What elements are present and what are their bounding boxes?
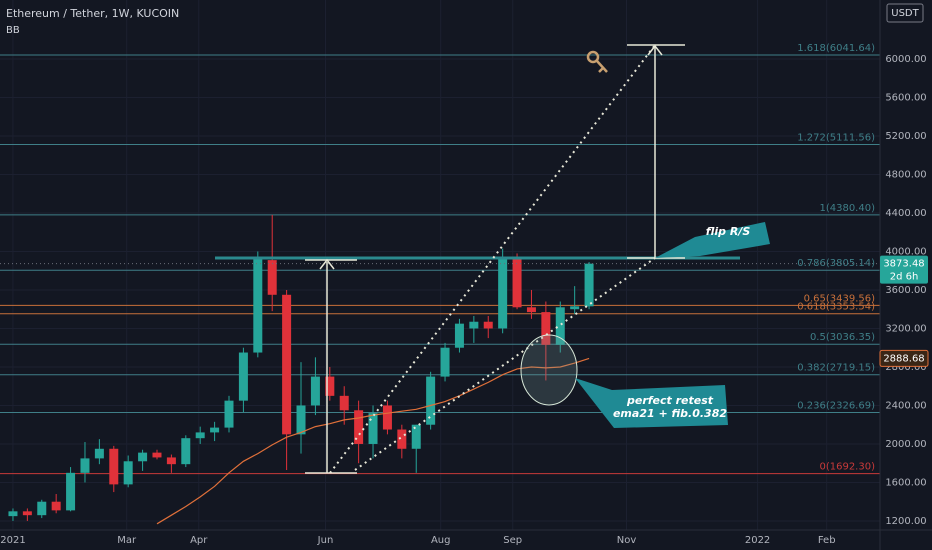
candle-body bbox=[8, 511, 18, 517]
currency-label[interactable]: USDT bbox=[891, 8, 919, 19]
x-tick-label: Nov bbox=[617, 535, 637, 546]
y-tick-label: 2800.00 bbox=[885, 362, 926, 373]
arrow-head bbox=[319, 258, 335, 270]
y-tick-label: 6000.00 bbox=[885, 54, 926, 65]
fib-label: 0.382(2719.15) bbox=[797, 363, 875, 374]
x-tick-label: Aug bbox=[431, 535, 451, 546]
x-tick-label: Jun bbox=[317, 535, 334, 546]
key-icon bbox=[586, 50, 608, 73]
y-tick-label: 1200.00 bbox=[885, 516, 926, 527]
time-axis bbox=[0, 530, 932, 550]
candle-body bbox=[296, 405, 306, 435]
fib-label: 0.5(3036.35) bbox=[810, 332, 875, 343]
fib-label: 1.618(6041.64) bbox=[797, 43, 875, 54]
candle-body bbox=[339, 395, 349, 411]
x-tick-label: Apr bbox=[190, 535, 208, 546]
candle-body bbox=[152, 452, 162, 458]
y-tick-label: 4400.00 bbox=[885, 208, 926, 219]
candle-body bbox=[555, 307, 565, 345]
candle-body bbox=[498, 257, 508, 329]
candle-body bbox=[238, 352, 248, 401]
x-tick-label: Mar bbox=[117, 535, 137, 546]
x-tick-label: 2022 bbox=[745, 535, 770, 546]
candle-body bbox=[109, 448, 119, 485]
retest-label: ema21 + fib.0.382 bbox=[613, 407, 727, 420]
fib-label: 1(4380.40) bbox=[819, 203, 875, 214]
candle-body bbox=[51, 501, 61, 511]
candle-body bbox=[253, 257, 263, 353]
x-tick-label: Sep bbox=[503, 535, 522, 546]
candle-body bbox=[310, 376, 320, 406]
x-tick-label: Feb bbox=[818, 535, 836, 546]
y-tick-label: 2000.00 bbox=[885, 439, 926, 450]
indicator-price-box bbox=[879, 349, 929, 367]
candle-body bbox=[440, 347, 450, 377]
currency-box[interactable] bbox=[886, 3, 924, 23]
y-tick-label: 3200.00 bbox=[885, 323, 926, 334]
fib-label: 0.65(3439.56) bbox=[804, 293, 876, 304]
fib-label: 0.618(3353.54) bbox=[797, 302, 875, 313]
flip-label: flip R/S bbox=[706, 225, 751, 238]
candle-body bbox=[541, 312, 551, 345]
countdown-label: 2d 6h bbox=[890, 272, 919, 283]
candle-body bbox=[512, 257, 522, 308]
candle-body bbox=[454, 323, 464, 348]
last-price-label: 3873.48 bbox=[883, 259, 924, 270]
candle-body bbox=[80, 458, 90, 473]
y-tick-label: 1600.00 bbox=[885, 477, 926, 488]
candle-body bbox=[37, 501, 47, 516]
candle-body bbox=[411, 424, 421, 449]
candle-body bbox=[267, 260, 277, 295]
retest-circle bbox=[520, 334, 578, 406]
chart-title: Ethereum / Tether, 1W, KUCOIN bbox=[6, 7, 179, 20]
candle-body bbox=[570, 306, 580, 310]
candle-body bbox=[22, 511, 32, 516]
retest-label: perfect retest bbox=[626, 394, 714, 407]
candle-body bbox=[325, 376, 335, 396]
y-tick-label: 3600.00 bbox=[885, 285, 926, 296]
candle-body bbox=[526, 307, 536, 313]
candle-body bbox=[123, 461, 133, 485]
x-tick-label: 2021 bbox=[0, 535, 25, 546]
indicator-price-label: 2888.68 bbox=[883, 353, 924, 364]
y-tick-label: 5200.00 bbox=[885, 131, 926, 142]
candle-body bbox=[397, 429, 407, 449]
candle-body bbox=[426, 376, 436, 425]
candle-body bbox=[181, 438, 191, 465]
last-price-box bbox=[880, 255, 928, 284]
candle-body bbox=[224, 400, 234, 428]
candle-body bbox=[483, 321, 493, 329]
candle-body bbox=[166, 457, 176, 465]
arrow-head bbox=[647, 44, 663, 56]
fib-label: 0.236(2326.69) bbox=[797, 401, 875, 412]
y-tick-label: 2400.00 bbox=[885, 400, 926, 411]
candle-body bbox=[138, 452, 148, 462]
candle-body bbox=[66, 472, 76, 511]
y-tick-label: 4800.00 bbox=[885, 169, 926, 180]
candle-body bbox=[382, 405, 392, 430]
y-tick-label: 4000.00 bbox=[885, 246, 926, 257]
candle-body bbox=[368, 413, 378, 444]
candle-body bbox=[94, 448, 104, 459]
candle-body bbox=[354, 410, 364, 444]
y-tick-label: 5600.00 bbox=[885, 92, 926, 103]
fib-label: 0(1692.30) bbox=[819, 462, 875, 473]
candle-body bbox=[584, 263, 594, 307]
candle-body bbox=[469, 321, 479, 329]
retest-callout bbox=[575, 378, 728, 428]
fib-label: 1.272(5111.56) bbox=[797, 133, 875, 144]
indicator-name: BB bbox=[6, 25, 20, 36]
flip-callout bbox=[655, 222, 770, 258]
candle-body bbox=[282, 294, 292, 435]
candle-body bbox=[210, 427, 220, 433]
trend-line bbox=[354, 257, 656, 471]
candle-body bbox=[195, 432, 205, 439]
